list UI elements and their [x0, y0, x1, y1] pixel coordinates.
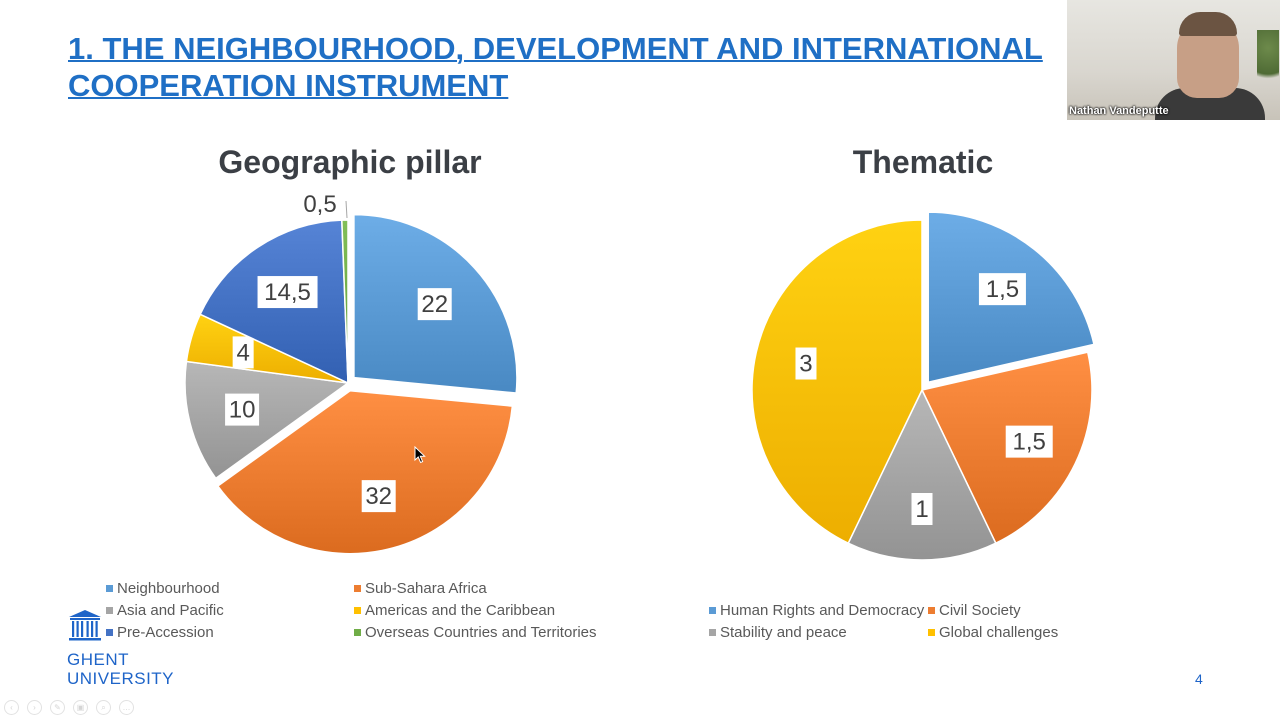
- data-label-text: 1: [915, 496, 928, 523]
- data-label-text: 22: [421, 291, 448, 318]
- data-label-background: [361, 480, 396, 513]
- pie-slice-global-challenges: [751, 219, 923, 545]
- thematic-legend: Human Rights and Democracy Civil Society…: [709, 602, 1129, 650]
- legend-swatch: [106, 628, 113, 636]
- slide-title: 1. THE NEIGHBOURHOOD, DEVELOPMENT AND IN…: [68, 30, 1068, 104]
- data-label-background: [795, 347, 817, 380]
- zoom-icon[interactable]: ⌕: [96, 700, 111, 715]
- data-label-background: [225, 393, 260, 426]
- legend-item-neighbourhood: Neighbourhood: [106, 580, 220, 597]
- data-label: 32: [361, 480, 396, 513]
- legend-swatch: [709, 628, 716, 636]
- legend-label: Americas and the Caribbean: [365, 602, 556, 619]
- data-label-text: 0,5: [303, 191, 336, 218]
- logo-wordmark: GHENT UNIVERSITY: [67, 650, 174, 688]
- data-label: 14,5: [257, 276, 318, 309]
- data-label: 1,5: [1005, 425, 1053, 458]
- legend-item-sub-sahara-africa: Sub-Sahara Africa: [354, 580, 487, 597]
- data-label: 10: [225, 393, 260, 426]
- layout-icon[interactable]: ▣: [73, 700, 88, 715]
- legend-swatch: [106, 606, 113, 614]
- video-background-plant: [1257, 30, 1279, 90]
- data-label-text: 14,5: [264, 279, 311, 306]
- thematic-chart-title: Thematic: [852, 144, 994, 180]
- prev-icon[interactable]: ‹: [4, 700, 19, 715]
- data-label-text: 1,5: [1013, 429, 1046, 456]
- legend-swatch: [354, 628, 361, 636]
- legend-swatch: [106, 584, 113, 592]
- pie-slice-sub-sahara-africa: [216, 389, 514, 555]
- legend-label: Sub-Sahara Africa: [365, 580, 487, 597]
- data-label: 3: [795, 347, 817, 380]
- data-label: 22: [417, 288, 452, 321]
- legend-swatch: [354, 606, 361, 614]
- participant-video[interactable]: Nathan Vandeputte: [1067, 0, 1280, 120]
- legend-label: Overseas Countries and Territories: [365, 624, 597, 641]
- data-label-background: [978, 273, 1026, 306]
- data-label: 0,5: [303, 191, 336, 218]
- data-label-text: 32: [365, 483, 392, 510]
- data-label-background: [1005, 425, 1053, 458]
- video-participant-hair: [1179, 12, 1237, 36]
- legend-item-stability-peace: Stability and peace: [709, 624, 847, 641]
- data-label-text: 10: [229, 397, 256, 424]
- data-label-text: 4: [236, 339, 249, 366]
- university-building-icon: [69, 610, 101, 641]
- pie-slice-overseas-countries-and-territories: [341, 219, 349, 384]
- data-label-text: 3: [799, 351, 812, 378]
- legend-label: Civil Society: [939, 602, 1021, 619]
- pen-icon[interactable]: ✎: [50, 700, 65, 715]
- data-label-background: [257, 276, 318, 309]
- data-label-text: 1,5: [986, 276, 1019, 303]
- more-icon[interactable]: …: [119, 700, 134, 715]
- legend-label: Neighbourhood: [117, 580, 220, 597]
- legend-label: Pre-Accession: [117, 624, 214, 641]
- legend-item-pre-accession: Pre-Accession: [106, 624, 214, 641]
- legend-label: Global challenges: [939, 624, 1059, 641]
- next-icon[interactable]: ›: [27, 700, 42, 715]
- data-label-background: [417, 288, 452, 321]
- logo-line-2: UNIVERSITY: [67, 669, 175, 688]
- legend-item-civil-society: Civil Society: [928, 602, 1021, 619]
- logo-line-1: GHENT: [67, 650, 129, 669]
- legend-item-overseas-territories: Overseas Countries and Territories: [354, 624, 597, 641]
- pie-slice-asia-and-pacific: [184, 360, 350, 480]
- data-label: 1,5: [978, 273, 1026, 306]
- legend-swatch: [709, 606, 716, 614]
- slide-title-line-1: 1. THE NEIGHBOURHOOD, DEVELOPMENT AND IN…: [68, 31, 1043, 66]
- pie-slice-stability-and-peace: [847, 388, 997, 561]
- legend-item-americas-caribbean: Americas and the Caribbean: [354, 602, 555, 619]
- legend-label: Asia and Pacific: [117, 602, 224, 619]
- legend-item-asia-pacific: Asia and Pacific: [106, 602, 224, 619]
- data-label-background: [911, 493, 933, 525]
- ghent-university-logo: GHENT UNIVERSITY: [66, 608, 176, 692]
- legend-label: Human Rights and Democracy: [720, 602, 925, 619]
- legend-label: Stability and peace: [720, 624, 847, 641]
- participant-name: Nathan Vandeputte: [1069, 105, 1169, 117]
- data-label-background: [232, 336, 254, 369]
- legend-item-global-challenges: Global challenges: [928, 624, 1058, 641]
- player-controls: ‹ › ✎ ▣ ⌕ …: [4, 700, 142, 716]
- geographic-legend: Neighbourhood Sub-Sahara Africa Asia and…: [106, 580, 646, 650]
- data-label: 1: [911, 493, 933, 525]
- legend-item-human-rights: Human Rights and Democracy: [709, 602, 924, 619]
- legend-swatch: [928, 606, 935, 614]
- data-label-leader-line: [345, 200, 348, 219]
- slide-title-line-2: COOPERATION INSTRUMENT: [68, 68, 509, 103]
- mouse-cursor-icon: [414, 446, 426, 464]
- page-number: 4: [1195, 671, 1203, 687]
- legend-swatch: [928, 628, 935, 636]
- geographic-chart-title: Geographic pillar: [218, 144, 482, 180]
- data-label: 4: [232, 336, 254, 369]
- legend-swatch: [354, 584, 361, 592]
